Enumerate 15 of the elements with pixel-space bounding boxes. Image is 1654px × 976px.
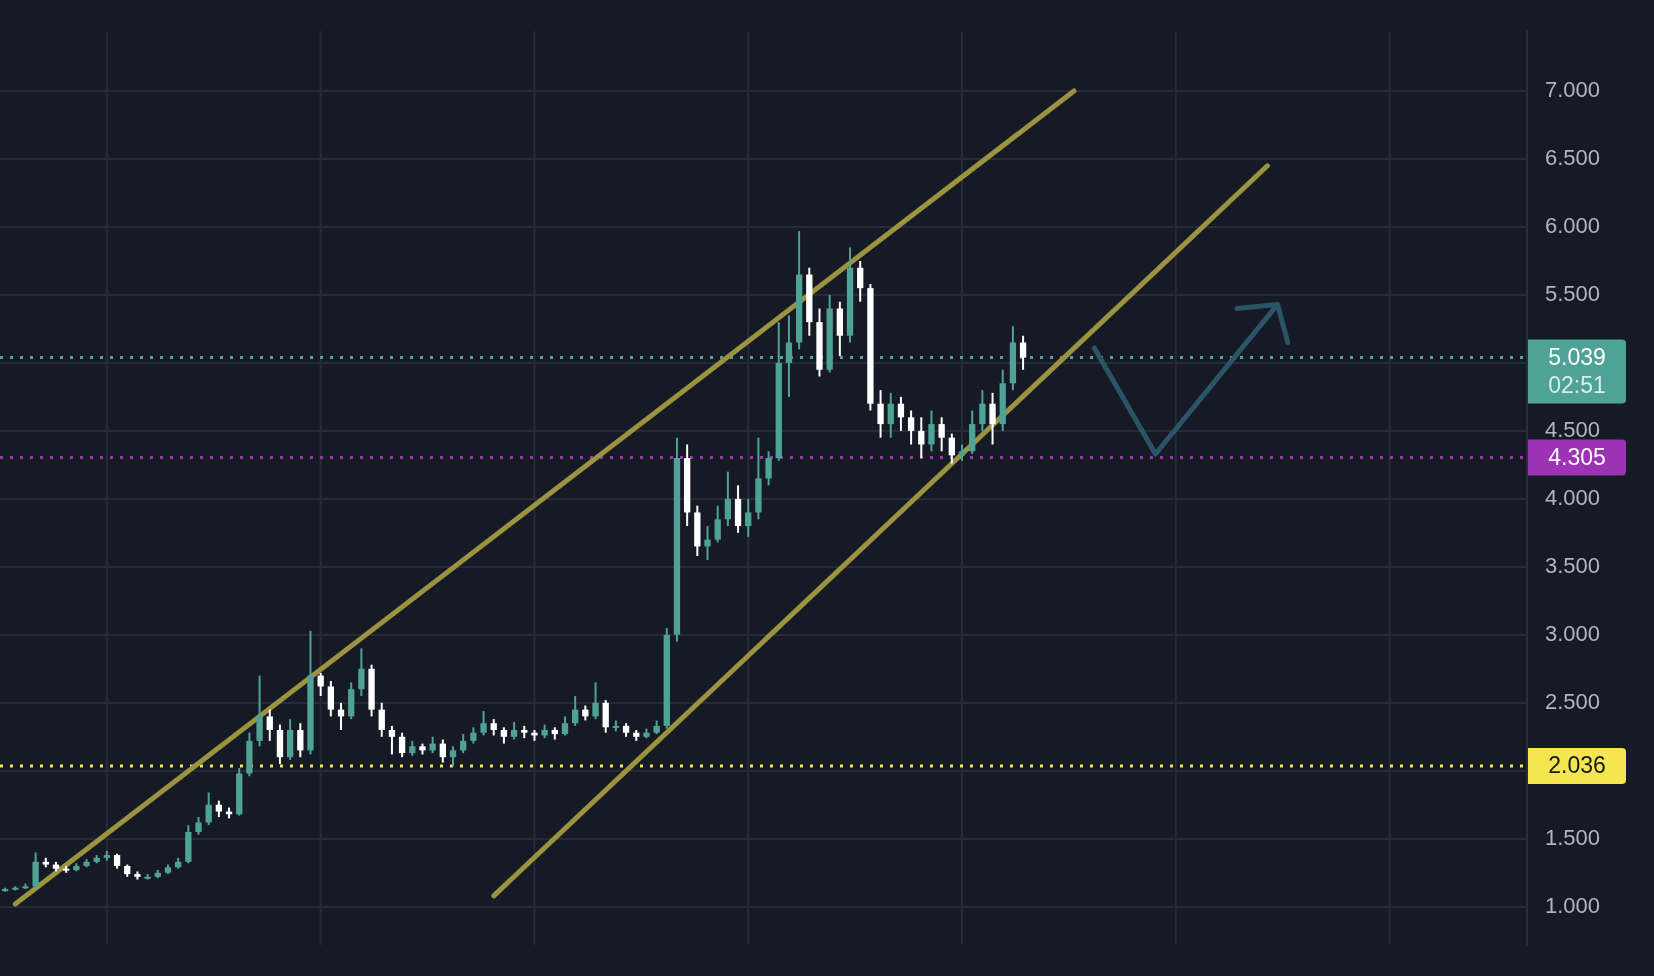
ref-line-label: 5.039 <box>1548 343 1606 370</box>
ref-line-label: 4.305 <box>1548 443 1606 470</box>
ref-line-label: 2.036 <box>1548 752 1606 779</box>
y-tick-label: 4.000 <box>1545 484 1601 510</box>
y-tick-label: 3.500 <box>1545 552 1601 578</box>
text: 02:51 <box>1548 371 1606 398</box>
y-tick-label: 5.500 <box>1545 281 1601 307</box>
y-tick-label: 1.500 <box>1545 824 1601 850</box>
y-tick-label: 6.500 <box>1545 145 1601 171</box>
y-tick-label: 4.500 <box>1545 416 1601 442</box>
y-tick-label: 7.000 <box>1545 77 1601 103</box>
y-tick-label: 1.000 <box>1545 892 1601 918</box>
y-tick-label: 2.500 <box>1545 688 1601 714</box>
y-tick-label: 6.000 <box>1545 213 1601 239</box>
y-tick-label: 3.000 <box>1545 620 1601 646</box>
